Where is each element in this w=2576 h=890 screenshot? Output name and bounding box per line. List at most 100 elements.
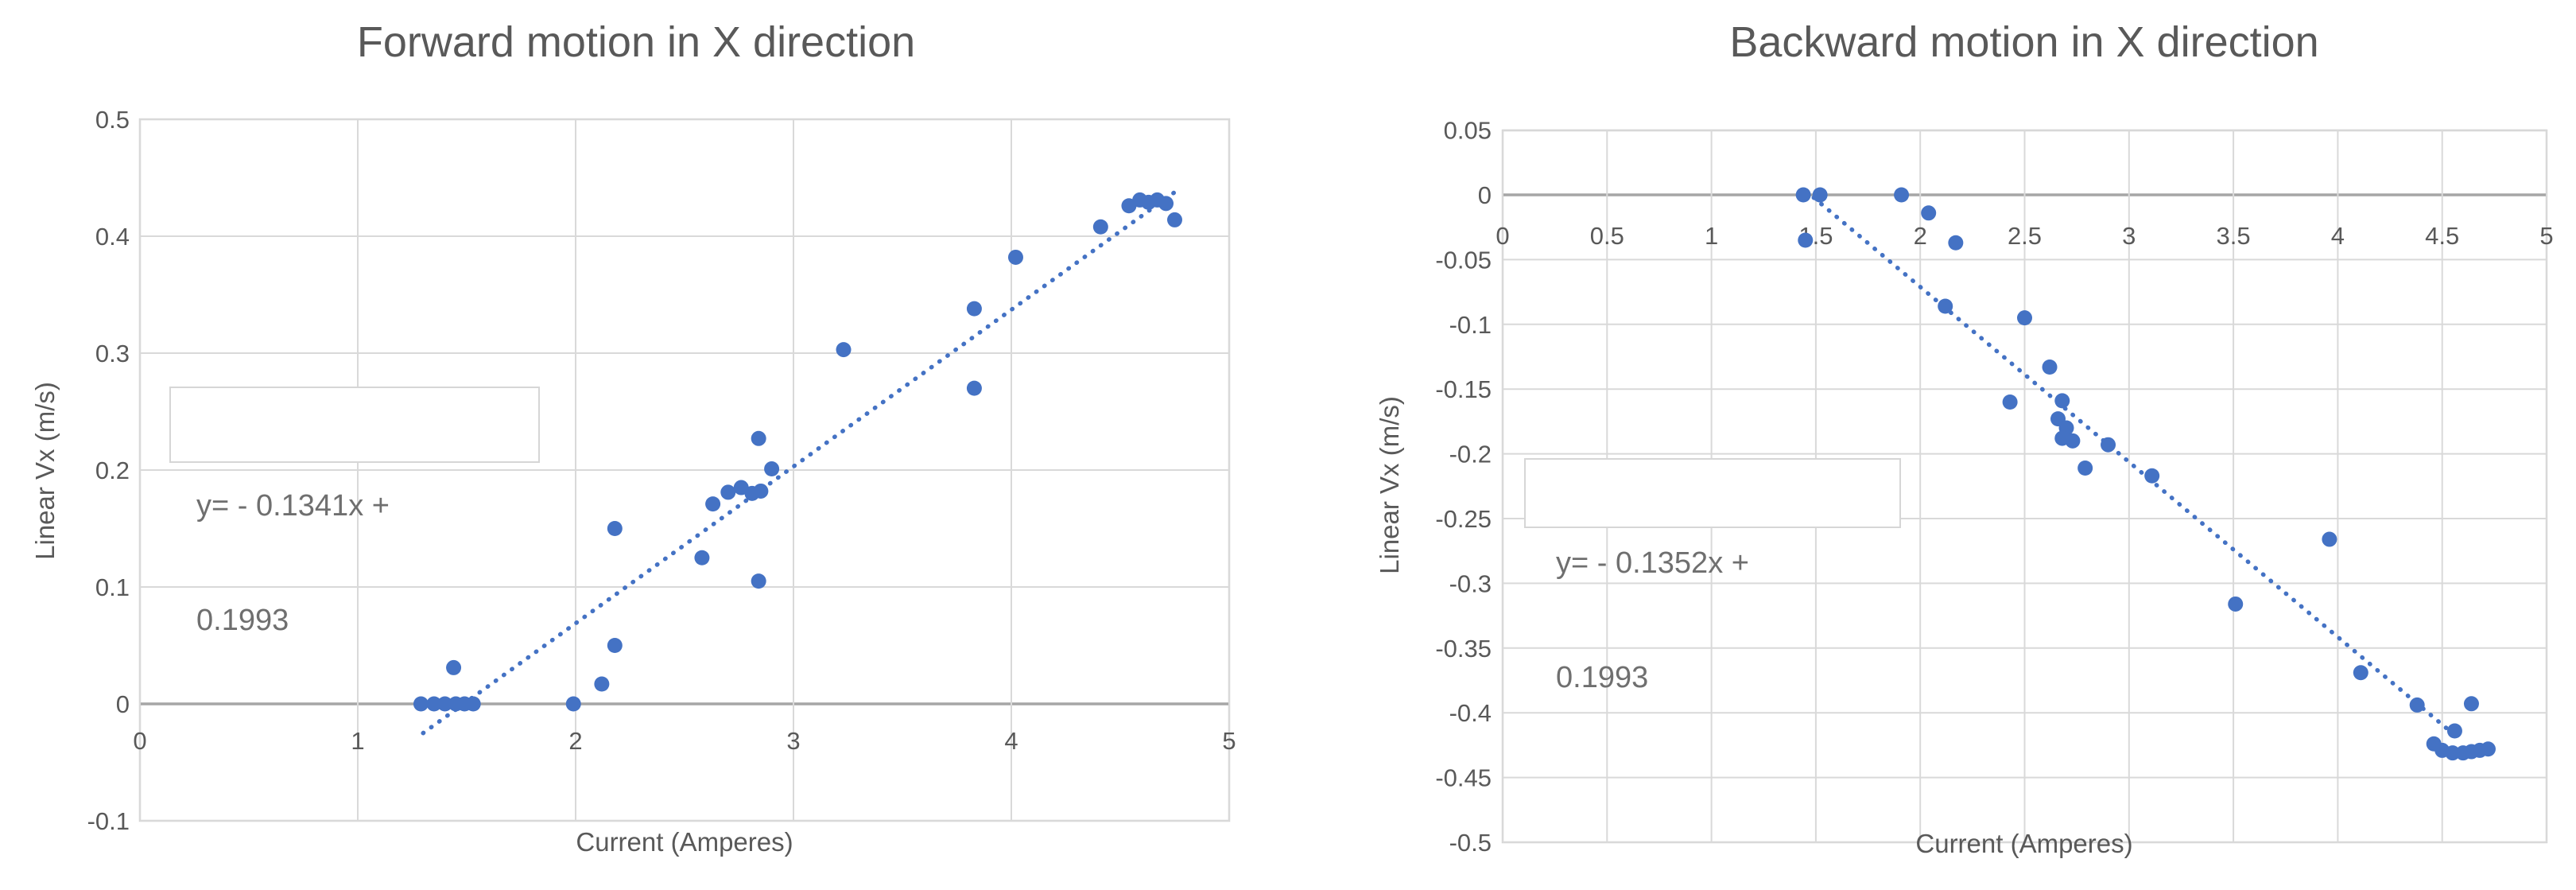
y-tick-label: 0.4 (95, 223, 130, 251)
data-point (2446, 723, 2462, 739)
data-point (426, 696, 442, 712)
y-tick-label: -0.45 (1435, 764, 1492, 792)
backward-trendline-equation: y= - 0.1352x + 0.1993 (1556, 468, 1749, 773)
y-tick-label: 0 (1478, 181, 1492, 209)
x-tick-label: 2 (1914, 222, 1927, 250)
data-point (753, 483, 769, 499)
y-tick-label: 0.3 (95, 340, 130, 367)
backward-x-axis-title: Current (Amperes) (1915, 829, 2133, 858)
trendline (421, 185, 1184, 736)
data-point (2228, 596, 2244, 612)
y-tick-label: 0.1 (95, 573, 130, 601)
data-point (2042, 359, 2058, 375)
data-point (1812, 187, 1828, 203)
backward-chart-title: Backward motion in X direction (1729, 18, 2319, 66)
x-tick-label: 0 (133, 727, 146, 755)
data-point (465, 696, 481, 712)
y-tick-label: -0.15 (1435, 375, 1492, 403)
x-tick-label: 3 (786, 727, 800, 755)
y-tick-label: -0.35 (1435, 635, 1492, 663)
data-point (764, 461, 780, 477)
data-point (2144, 468, 2160, 484)
x-tick-label: 2 (568, 727, 582, 755)
y-tick-label: -0.2 (1449, 441, 1492, 468)
y-tick-label: -0.05 (1435, 246, 1492, 274)
data-point (751, 430, 766, 446)
data-point (1921, 205, 1937, 221)
x-tick-label: 1 (351, 727, 364, 755)
forward-x-axis-title: Current (Amperes) (576, 827, 793, 857)
data-point (1158, 196, 1174, 212)
y-tick-label: -0.1 (1449, 311, 1492, 339)
data-point (413, 696, 429, 712)
data-point (1167, 212, 1182, 227)
data-point (2480, 741, 2496, 757)
data-point (607, 521, 623, 536)
x-tick-label: 5 (1222, 727, 1236, 755)
data-point (2353, 665, 2368, 681)
y-tick-label: -0.25 (1435, 505, 1492, 533)
x-tick-label: 0 (1496, 222, 1509, 250)
data-point (1795, 187, 1811, 203)
data-point (1938, 298, 1953, 314)
data-point (2065, 433, 2081, 449)
y-tick-label: 0.05 (1444, 117, 1492, 145)
y-tick-label: -0.3 (1449, 569, 1492, 597)
backward-plot-area: 0.050-0.05-0.1-0.15-0.2-0.25-0.3-0.35-0.… (1435, 117, 2553, 857)
data-point (2054, 393, 2070, 409)
data-point (1948, 235, 1964, 251)
data-point (2445, 745, 2461, 761)
x-tick-label: 3.5 (2217, 222, 2251, 250)
backward-equation-line2: 0.1993 (1556, 661, 1649, 694)
backward-equation-line1: y= - 0.1352x + (1556, 546, 1749, 580)
data-point (694, 550, 710, 565)
x-tick-label: 2.5 (2008, 222, 2042, 250)
y-tick-label: 0 (116, 690, 130, 718)
data-point (594, 676, 610, 692)
forward-trendline-equation: y= - 0.1341x + 0.1993 (196, 410, 390, 716)
forward-chart-title: Forward motion in X direction (356, 18, 916, 66)
backward-y-axis-title: Linear Vx (m/s) (1375, 396, 1404, 574)
x-tick-label: 4 (2331, 222, 2345, 250)
data-point (966, 301, 982, 317)
y-tick-label: -0.1 (87, 807, 130, 835)
x-tick-label: 4 (1004, 727, 1018, 755)
data-point (1092, 219, 1108, 235)
data-point (2077, 461, 2093, 476)
data-point (2101, 437, 2116, 453)
forward-plot-area: 0.5 0.4 0.3 0.2 0.1 0 -0.1 0 1 2 3 4 5 (87, 106, 1236, 835)
forward-equation-line2: 0.1993 (196, 604, 289, 637)
data-point (2409, 697, 2425, 713)
x-tick-label: 1 (1705, 222, 1718, 250)
data-point (437, 696, 453, 712)
data-point (2017, 310, 2032, 326)
y-tick-label: -0.5 (1449, 829, 1492, 857)
data-point (446, 659, 462, 675)
data-point (2322, 531, 2337, 547)
data-point (1007, 249, 1023, 265)
forward-equation-line1: y= - 0.1341x + (196, 489, 390, 523)
x-tick-label: 3 (2122, 222, 2136, 250)
y-tick-label: 0.5 (95, 106, 130, 134)
backward-trendline-equation-box[interactable] (1524, 458, 1901, 528)
data-point (1798, 232, 1814, 248)
data-point (720, 484, 736, 500)
forward-chart[interactable]: Forward motion in X direction Linear Vx … (0, 0, 1288, 890)
y-tick-label: -0.4 (1449, 699, 1492, 727)
data-point (705, 496, 721, 512)
data-point (836, 342, 852, 358)
forward-trendline-equation-box[interactable] (169, 387, 540, 463)
data-point (2002, 394, 2018, 410)
backward-chart[interactable]: Backward motion in X direction Linear Vx… (1288, 0, 2576, 890)
trendline (1811, 195, 2455, 736)
x-tick-label: 0.5 (1590, 222, 1624, 250)
data-point (607, 638, 623, 653)
data-point (1894, 187, 1910, 203)
data-point (966, 380, 982, 396)
data-point (565, 696, 581, 712)
data-point (751, 573, 766, 589)
x-tick-label: 5 (2539, 222, 2553, 250)
data-point (2463, 696, 2479, 712)
